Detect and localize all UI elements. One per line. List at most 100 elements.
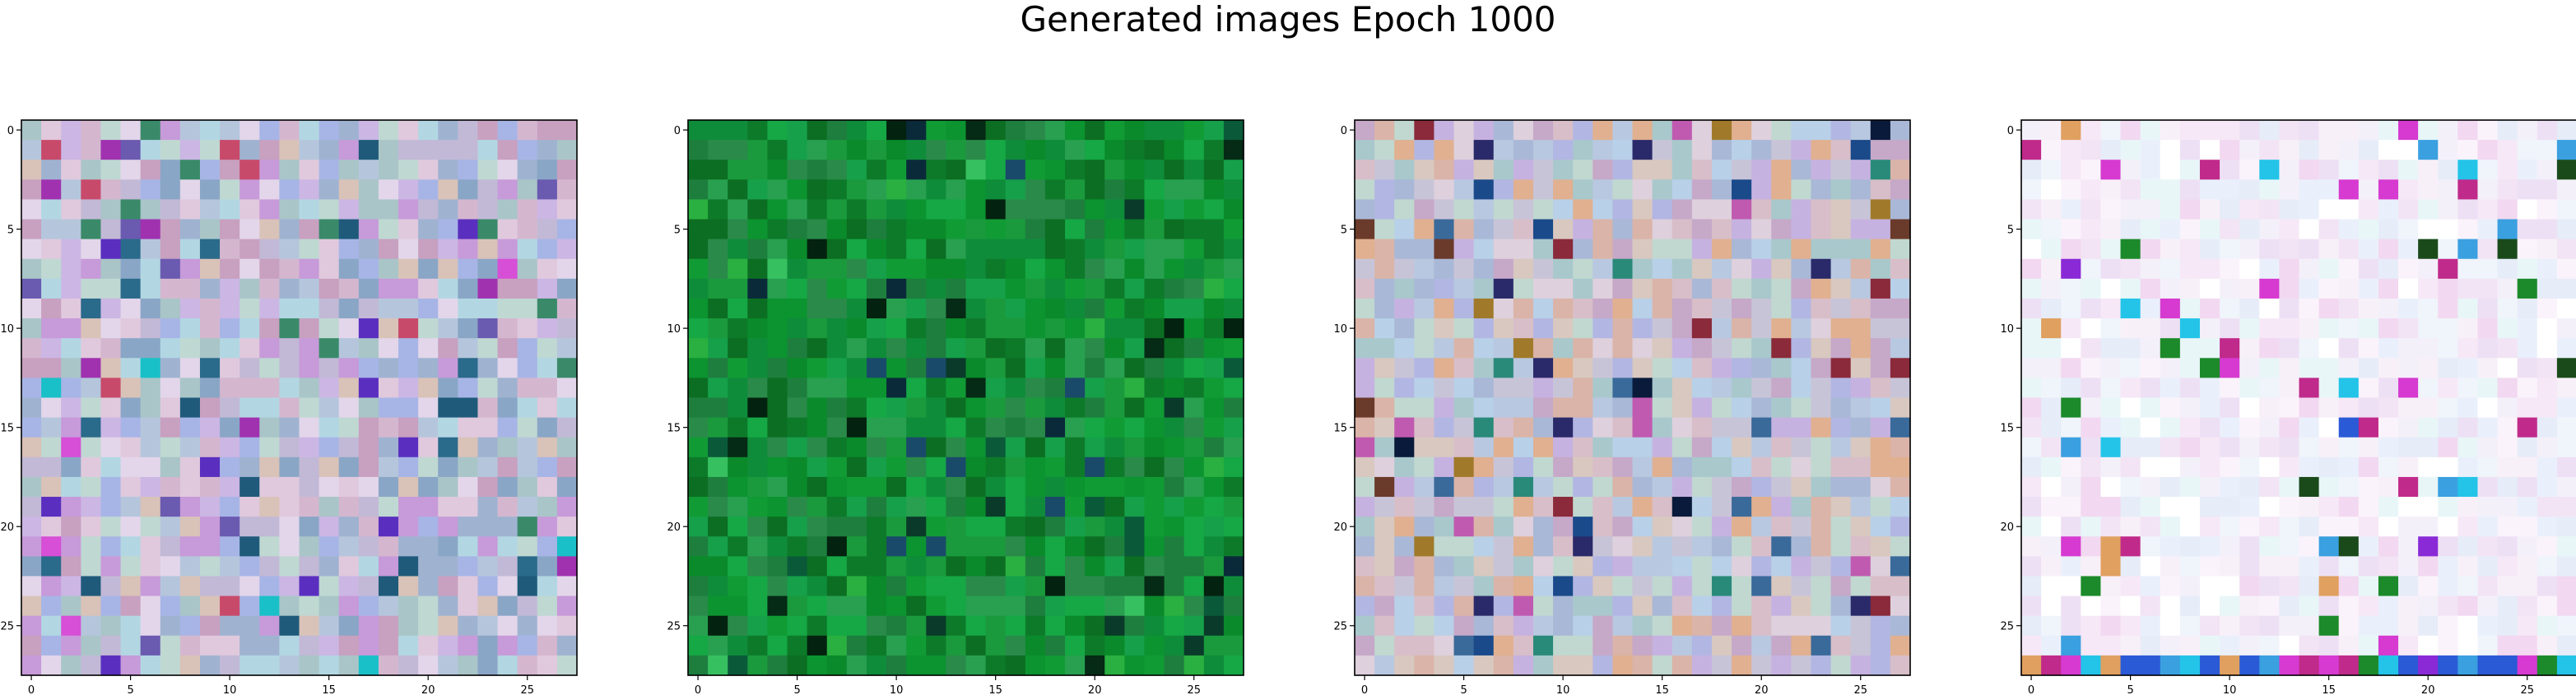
pixel bbox=[1085, 219, 1105, 240]
pixel bbox=[2358, 219, 2379, 240]
pixel bbox=[120, 476, 142, 498]
pixel bbox=[2021, 437, 2042, 458]
pixel bbox=[2418, 536, 2439, 557]
pixel bbox=[2100, 497, 2122, 517]
pixel bbox=[926, 635, 946, 656]
pixel bbox=[1414, 258, 1435, 280]
y-tick-label: 0 bbox=[2007, 125, 2014, 137]
pixel bbox=[2517, 199, 2538, 220]
pixel bbox=[2438, 536, 2458, 557]
pixel bbox=[338, 219, 360, 240]
pixel bbox=[61, 338, 81, 359]
pixel bbox=[1025, 476, 1046, 498]
pixel bbox=[1771, 635, 1792, 656]
pixel-grid bbox=[688, 120, 1244, 676]
pixel bbox=[338, 239, 360, 260]
pixel bbox=[1044, 397, 1066, 419]
pixel bbox=[1025, 417, 1046, 438]
pixel bbox=[2160, 140, 2181, 160]
pixel bbox=[1183, 199, 1205, 220]
pixel bbox=[299, 437, 320, 458]
pixel bbox=[537, 635, 558, 656]
pixel bbox=[2220, 615, 2240, 637]
pixel bbox=[1652, 179, 1673, 201]
pixel bbox=[1870, 140, 1891, 160]
pixel bbox=[1711, 239, 1732, 260]
pixel bbox=[1473, 358, 1495, 378]
pixel bbox=[2199, 358, 2220, 378]
pixel bbox=[179, 497, 201, 517]
pixel bbox=[2299, 655, 2320, 676]
pixel bbox=[1513, 437, 1534, 458]
pixel bbox=[1771, 358, 1792, 378]
pixel bbox=[886, 140, 907, 160]
x-tick-label: 10 bbox=[1556, 684, 1570, 695]
pixel bbox=[2536, 635, 2558, 656]
pixel bbox=[477, 497, 499, 517]
pixel bbox=[398, 278, 419, 299]
pixel bbox=[1374, 199, 1395, 220]
pixel bbox=[1414, 358, 1435, 378]
pixel bbox=[398, 378, 419, 399]
pixel bbox=[299, 576, 320, 597]
pixel bbox=[2398, 576, 2419, 597]
pixel bbox=[2438, 179, 2458, 201]
pixel bbox=[2358, 476, 2379, 498]
pixel bbox=[2457, 219, 2479, 240]
pixel bbox=[1124, 397, 1146, 419]
pixel bbox=[160, 456, 181, 478]
pixel bbox=[1830, 437, 1852, 458]
pixel bbox=[2041, 120, 2062, 141]
pixel bbox=[220, 397, 240, 419]
pixel bbox=[1632, 437, 1653, 458]
pixel bbox=[1104, 140, 1125, 160]
pixel bbox=[497, 258, 518, 280]
pixel bbox=[2041, 517, 2062, 537]
pixel bbox=[2398, 120, 2419, 141]
pixel bbox=[319, 140, 340, 160]
pixel bbox=[1493, 378, 1514, 399]
pixel bbox=[398, 497, 419, 517]
pixel bbox=[299, 536, 320, 557]
pixel bbox=[398, 239, 419, 260]
pixel bbox=[556, 615, 578, 637]
pixel bbox=[556, 239, 578, 260]
pixel bbox=[2398, 338, 2419, 359]
pixel bbox=[378, 635, 399, 656]
pixel bbox=[2358, 298, 2379, 319]
pixel bbox=[2517, 378, 2538, 399]
pixel bbox=[2536, 397, 2558, 419]
pixel bbox=[1672, 556, 1693, 577]
pixel bbox=[2199, 258, 2220, 280]
pixel bbox=[1711, 536, 1732, 557]
pixel bbox=[2517, 179, 2538, 201]
pixel bbox=[2100, 239, 2122, 260]
pixel bbox=[21, 556, 42, 577]
pixel bbox=[2021, 556, 2042, 577]
pixel bbox=[1513, 199, 1534, 220]
pixel bbox=[767, 338, 788, 359]
pixel bbox=[1493, 318, 1514, 339]
pixel bbox=[2021, 140, 2042, 160]
pixel bbox=[2418, 140, 2439, 160]
pixel bbox=[1144, 437, 1165, 458]
pixel bbox=[2259, 239, 2280, 260]
pixel bbox=[1203, 140, 1225, 160]
pixel bbox=[708, 160, 728, 180]
pixel bbox=[1532, 595, 1554, 617]
pixel bbox=[2199, 556, 2220, 577]
pixel bbox=[1573, 576, 1593, 597]
pixel bbox=[179, 140, 201, 160]
pixel bbox=[1771, 397, 1792, 419]
pixel bbox=[81, 358, 102, 378]
pixel bbox=[1652, 476, 1673, 498]
pixel bbox=[1355, 635, 1375, 656]
pixel bbox=[926, 476, 946, 498]
pixel bbox=[358, 140, 379, 160]
pixel bbox=[220, 278, 240, 299]
pixel bbox=[2120, 378, 2141, 399]
pixel bbox=[438, 635, 458, 656]
pixel bbox=[2140, 378, 2161, 399]
pixel bbox=[1870, 378, 1891, 399]
pixel bbox=[199, 595, 221, 617]
